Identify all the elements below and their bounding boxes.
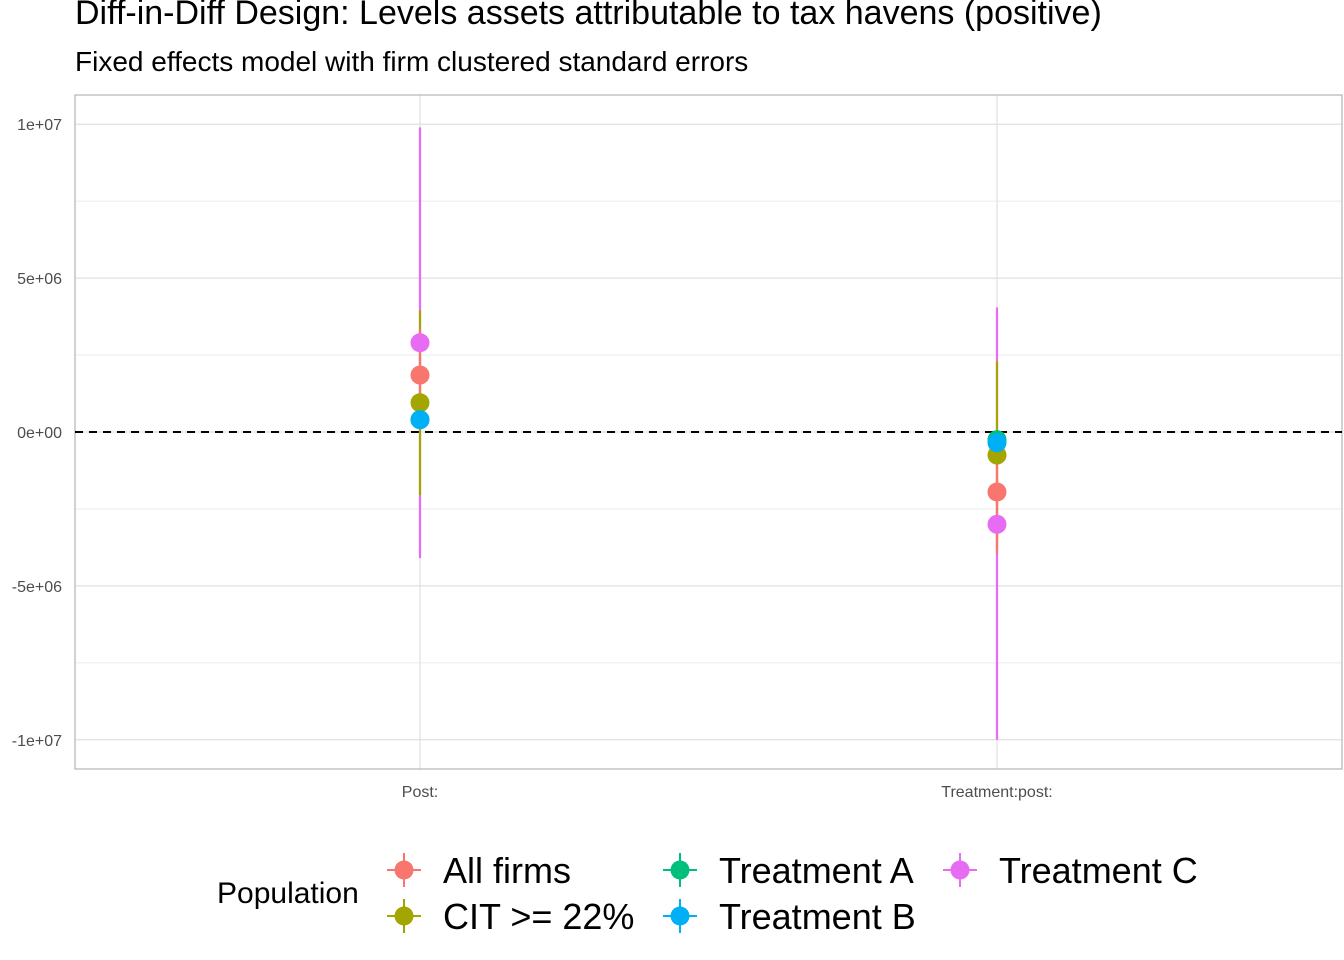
x-axis-ticks: Post: Treatment:post:	[402, 784, 1053, 801]
y-tick-label: -5e+06	[12, 579, 62, 596]
data-point	[987, 514, 1007, 534]
data-point	[987, 482, 1007, 502]
legend-label: CIT >= 22%	[443, 896, 634, 937]
legend-label: All firms	[443, 850, 571, 891]
y-axis-ticks: 1e+07 5e+06 0e+00 -5e+06 -1e+07	[12, 117, 62, 750]
y-tick-label: 0e+00	[17, 425, 62, 442]
x-tick-label: Treatment:post:	[941, 784, 1052, 801]
legend-key-point	[670, 906, 690, 926]
y-tick-label: 5e+06	[17, 271, 62, 288]
y-tick-label: -1e+07	[12, 733, 62, 750]
legend-key-point	[670, 860, 690, 880]
error-bars	[418, 127, 999, 740]
legend-label: Treatment B	[719, 896, 916, 937]
data-points	[410, 333, 1007, 534]
legend-label: Treatment A	[719, 850, 914, 891]
legend-key-point	[950, 860, 970, 880]
legend-label: Treatment C	[999, 850, 1198, 891]
y-tick-label: 1e+07	[17, 117, 62, 134]
legend-title: Population	[217, 877, 359, 910]
chart-subtitle: Fixed effects model with firm clustered …	[75, 46, 749, 77]
data-point	[410, 393, 430, 413]
legend-key-point	[394, 860, 414, 880]
data-point	[410, 333, 430, 353]
legend: Population All firms CIT >= 22% Treatment A…	[217, 850, 1198, 937]
data-point	[410, 410, 430, 430]
chart-title: Diff-in-Diff Design: Levels assets attri…	[75, 0, 1102, 32]
x-tick-label: Post:	[402, 784, 438, 801]
data-point	[987, 433, 1007, 453]
legend-key-point	[394, 906, 414, 926]
data-point	[410, 365, 430, 385]
